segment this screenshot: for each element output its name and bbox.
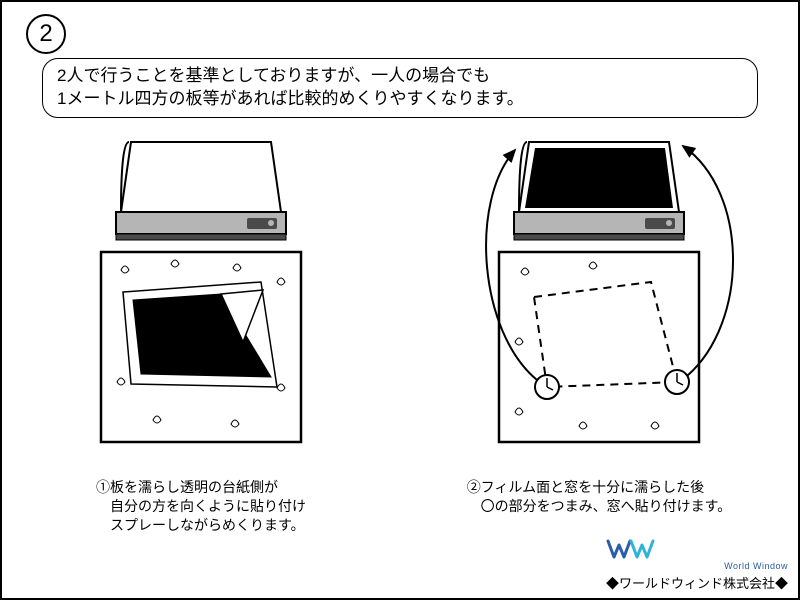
step-number: 2 — [39, 20, 52, 48]
company-name: ◆ワールドウィンド株式会社◆ — [606, 573, 788, 592]
tip-bubble: 2人で行うことを基準としておりますが、一人の場合でも 1メートル四方の板等があれ… — [42, 58, 758, 118]
panels-row: ①板を濡らし透明の台紙側が 自分の方を向くように貼り付け スプレーしながらめくり… — [2, 132, 798, 538]
step-number-badge: 2 — [26, 14, 66, 54]
board-with-film — [101, 252, 301, 442]
door-handle-icon — [247, 218, 277, 229]
caption-left: ①板を濡らし透明の台紙側が 自分の方を向くように貼り付け スプレーしながらめくり… — [96, 478, 306, 535]
company-logo: World Window — [606, 537, 788, 571]
panel-left: ①板を濡らし透明の台紙側が 自分の方を向くように貼り付け スプレーしながらめくり… — [2, 132, 400, 538]
car-window-left — [116, 142, 286, 240]
board-with-dashed — [499, 252, 699, 442]
logo-text: World Window — [606, 561, 788, 571]
door-handle-icon — [645, 218, 675, 229]
tip-text: 2人で行うことを基準としておりますが、一人の場合でも 1メートル四方の板等があれ… — [57, 66, 524, 108]
left-diagram — [21, 132, 381, 472]
right-diagram — [419, 132, 779, 472]
car-window-right — [514, 142, 684, 240]
panel-right: ②フィルム面と窓を十分に濡らした後 〇の部分をつまみ、窓へ貼り付けます。 — [400, 132, 798, 538]
caption-right: ②フィルム面と窓を十分に濡らした後 〇の部分をつまみ、窓へ貼り付けます。 — [467, 478, 732, 516]
footer: World Window ◆ワールドウィンド株式会社◆ — [606, 537, 788, 592]
